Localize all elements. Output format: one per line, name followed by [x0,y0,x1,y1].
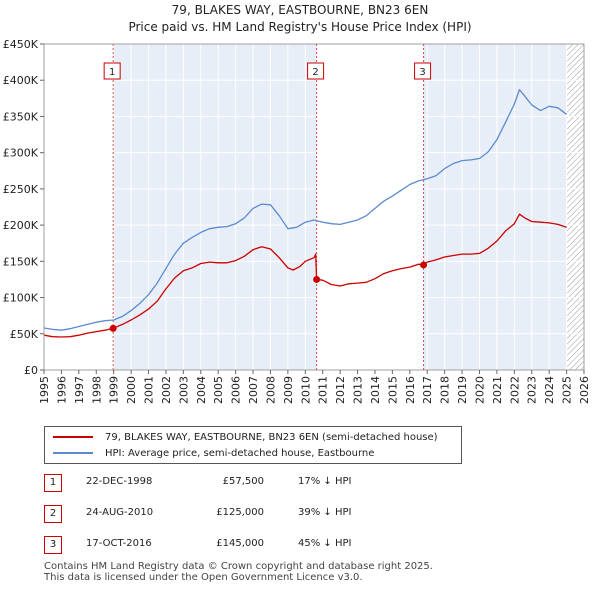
transaction-row: 3 17-OCT-2016 £145,000 45% ↓ HPI [44,536,564,567]
x-tick-label: 1997 [73,376,86,404]
y-tick-label: £100K [3,292,39,305]
sale-label-number: 2 [312,67,318,78]
sale-label-number: 3 [419,67,425,78]
transaction-date: 17-OCT-2016 [86,538,152,549]
x-tick-label: 2002 [160,376,173,404]
y-tick-label: £300K [3,147,39,160]
transaction-date: 24-AUG-2010 [86,507,154,518]
chart-legend: 79, BLAKES WAY, EASTBOURNE, BN23 6EN (se… [44,426,462,464]
ownership-shade [423,44,567,370]
x-tick-label: 2004 [195,376,208,404]
property-price-line [43,213,567,338]
x-tick-label: 2025 [561,376,574,404]
x-tick-label: 2007 [247,376,260,404]
x-tick-label: 2014 [369,376,382,404]
transaction-price: £125,000 [216,507,264,518]
x-tick-label: 1998 [90,376,103,404]
transaction-hpi: 39% ↓ HPI [298,507,352,518]
x-tick-label: 2023 [526,376,539,404]
x-tick-label: 2022 [508,376,521,404]
x-tick-label: 2009 [282,376,295,404]
sale-label-box [307,62,325,80]
ownership-shade [113,44,317,370]
legend-label-hpi: HPI: Average price, semi-detached house,… [105,447,375,459]
footer-copyright: Contains HM Land Registry data © Crown c… [44,561,433,572]
legend-item-hpi: HPI: Average price, semi-detached house,… [53,445,374,461]
y-tick-label: £450K [3,38,39,51]
plot-frame [43,43,585,371]
footer-licence: This data is licensed under the Open Gov… [44,572,363,583]
transaction-price: £57,500 [222,476,264,487]
x-tick-label: 2020 [473,376,486,404]
legend-item-property: 79, BLAKES WAY, EASTBOURNE, BN23 6EN (se… [53,429,438,445]
legend-label-property: 79, BLAKES WAY, EASTBOURNE, BN23 6EN (se… [105,431,438,443]
x-tick-label: 2013 [352,376,365,404]
transaction-number: 2 [44,505,62,523]
x-tick-label: 2005 [212,376,225,404]
sale-point [313,275,321,283]
chart-subtitle: Price paid vs. HM Land Registry's House … [128,20,472,34]
transaction-price: £145,000 [216,538,264,549]
x-tick-label: 2011 [317,376,330,404]
transaction-number: 3 [44,536,62,554]
sale-label-box [103,62,121,80]
sale-label-box [414,62,432,80]
y-tick-label: £250K [3,183,39,196]
x-tick-label: 2026 [578,376,591,404]
sale-point [109,324,117,332]
x-tick-label: 2006 [230,376,243,404]
x-tick-label: 2024 [543,376,556,404]
transaction-date: 22-DEC-1998 [86,476,153,487]
footer: Contains HM Land Registry data © Crown c… [44,561,433,583]
x-tick-label: 2018 [439,376,452,404]
sale-point [420,261,428,269]
y-tick-label: £50K [10,328,39,341]
x-tick-label: 1999 [108,376,121,404]
x-tick-label: 2017 [421,376,434,404]
legend-swatch-property [53,436,93,438]
forecast-hatch [566,44,584,370]
x-tick-label: 2001 [143,376,156,404]
transaction-row: 1 22-DEC-1998 £57,500 17% ↓ HPI [44,474,564,505]
transaction-number: 1 [44,474,62,492]
x-tick-label: 1995 [38,376,51,404]
price-chart: 1 2 3 £0 £50K £100K £150K £200K £250K £300K £350K… [3,38,591,404]
y-tick-label: £0 [24,364,38,377]
transaction-hpi: 45% ↓ HPI [298,538,352,549]
x-tick-label: 2010 [299,376,312,404]
x-tick-label: 2021 [491,376,504,404]
y-tick-label: £200K [3,219,39,232]
x-tick-label: 2000 [125,376,138,404]
legend-swatch-hpi [53,452,93,454]
x-tick-label: 2012 [334,376,347,404]
transaction-row: 2 24-AUG-2010 £125,000 39% ↓ HPI [44,505,564,536]
y-tick-label: £150K [3,255,39,268]
x-tick-label: 2003 [177,376,190,404]
hpi-line [43,88,567,331]
chart-title: 79, BLAKES WAY, EASTBOURNE, BN23 6EN [171,3,429,17]
y-tick-label: £350K [3,110,39,123]
x-tick-label: 2016 [404,376,417,404]
x-tick-label: 2008 [264,376,277,404]
transactions-table: 1 22-DEC-1998 £57,500 17% ↓ HPI 2 24-AUG… [44,474,564,567]
sale-label-number: 1 [109,67,115,78]
x-tick-label: 2015 [386,376,399,404]
transaction-hpi: 17% ↓ HPI [298,476,352,487]
x-tick-label: 2019 [456,376,469,404]
y-tick-label: £400K [3,74,39,87]
x-tick-label: 1996 [55,376,68,404]
